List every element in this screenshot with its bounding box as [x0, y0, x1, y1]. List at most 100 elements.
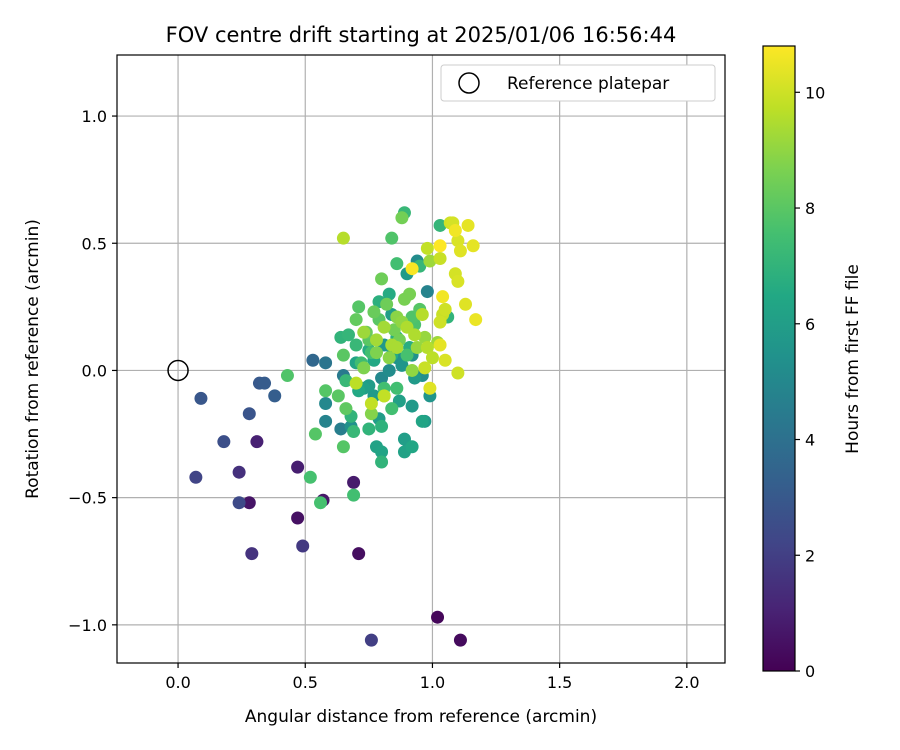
data-point: [433, 338, 447, 352]
data-point: [375, 445, 389, 459]
y-axis-label: Rotation from reference (arcmin): [23, 219, 43, 499]
y-tick-label: 0.0: [82, 361, 107, 380]
data-point: [349, 338, 363, 352]
data-point: [352, 300, 366, 314]
grid: [117, 55, 725, 663]
reference-point: [167, 359, 189, 382]
data-point: [395, 358, 409, 372]
data-point: [405, 363, 419, 377]
data-point: [268, 389, 282, 403]
data-point: [423, 381, 437, 395]
legend-box: [440, 64, 716, 102]
data-point: [382, 363, 396, 377]
data-point: [232, 465, 246, 479]
data-point: [339, 374, 353, 388]
colorbar-tick-label: 6: [805, 315, 815, 334]
data-point: [423, 254, 437, 268]
data-point: [331, 389, 345, 403]
data-point: [232, 496, 246, 510]
data-point: [433, 218, 447, 232]
data-point: [405, 262, 419, 276]
data-point: [347, 488, 361, 502]
data-point: [369, 346, 383, 360]
data-point: [369, 333, 383, 347]
data-point: [280, 369, 294, 383]
data-point: [336, 348, 350, 362]
data-point: [341, 328, 355, 342]
data-point: [319, 384, 333, 398]
data-point: [319, 397, 333, 411]
y-tick-label: 1.0: [82, 107, 107, 126]
data-point: [415, 307, 429, 321]
data-point: [296, 539, 310, 553]
data-point: [364, 633, 378, 647]
x-tick-label: 0.5: [293, 673, 318, 692]
data-point: [415, 414, 429, 428]
legend-label: Reference platepar: [507, 74, 669, 94]
data-point: [395, 211, 409, 225]
data-point: [408, 328, 422, 342]
data-point: [400, 348, 414, 362]
colorbar-tick-label: 0: [805, 662, 815, 681]
data-point: [242, 496, 256, 510]
data-point: [405, 440, 419, 454]
data-point: [319, 414, 333, 428]
y-tick-label: −0.5: [68, 489, 107, 508]
data-point: [436, 290, 450, 304]
data-point: [410, 341, 424, 355]
data-point: [466, 239, 480, 253]
data-point: [347, 425, 361, 439]
data-point: [451, 366, 465, 380]
data-point: [405, 399, 419, 413]
x-tick-label: 1.5: [547, 673, 572, 692]
data-point: [364, 397, 378, 411]
data-point: [189, 470, 203, 484]
data-point: [382, 351, 396, 365]
x-tick-label: 1.0: [420, 673, 445, 692]
data-point: [245, 547, 259, 561]
data-point: [242, 407, 256, 421]
data-point: [375, 419, 389, 433]
data-point: [425, 351, 439, 365]
data-point: [418, 361, 432, 375]
data-point: [469, 313, 483, 327]
data-point: [385, 231, 399, 245]
data-point: [420, 241, 434, 255]
data-point: [438, 302, 452, 316]
y-tick-label: −1.0: [68, 616, 107, 635]
data-point: [433, 239, 447, 253]
colorbar-tick-label: 10: [805, 83, 825, 102]
data-point: [308, 427, 322, 441]
chart-title: FOV centre drift starting at 2025/01/06 …: [166, 23, 677, 47]
data-point: [250, 435, 264, 449]
data-point: [336, 231, 350, 245]
plot-frame: [116, 54, 726, 664]
data-point: [367, 305, 381, 319]
data-point: [339, 402, 353, 416]
legend-marker: [458, 72, 480, 94]
data-point: [453, 633, 467, 647]
data-point: [380, 297, 394, 311]
data-point: [418, 330, 432, 344]
data-point: [390, 381, 404, 395]
colorbar-ticks: 0 2 4 6 8 10: [795, 83, 825, 681]
colorbar-tick-label: 8: [805, 199, 815, 218]
legend: Reference platepar: [440, 64, 716, 102]
data-point: [306, 353, 320, 367]
data-point: [438, 353, 452, 367]
data-point: [420, 285, 434, 299]
data-point: [451, 274, 465, 288]
colorbar-label: Hours from first FF file: [843, 264, 863, 454]
colorbar: [762, 45, 796, 672]
data-point: [403, 287, 417, 301]
data-point: [377, 389, 391, 403]
data-point: [352, 547, 366, 561]
data-point: [459, 297, 473, 311]
data-point: [347, 475, 361, 489]
data-point: [319, 356, 333, 370]
data-point: [453, 244, 467, 258]
data-point: [461, 218, 475, 232]
data-point: [451, 234, 465, 248]
data-point: [431, 610, 445, 624]
